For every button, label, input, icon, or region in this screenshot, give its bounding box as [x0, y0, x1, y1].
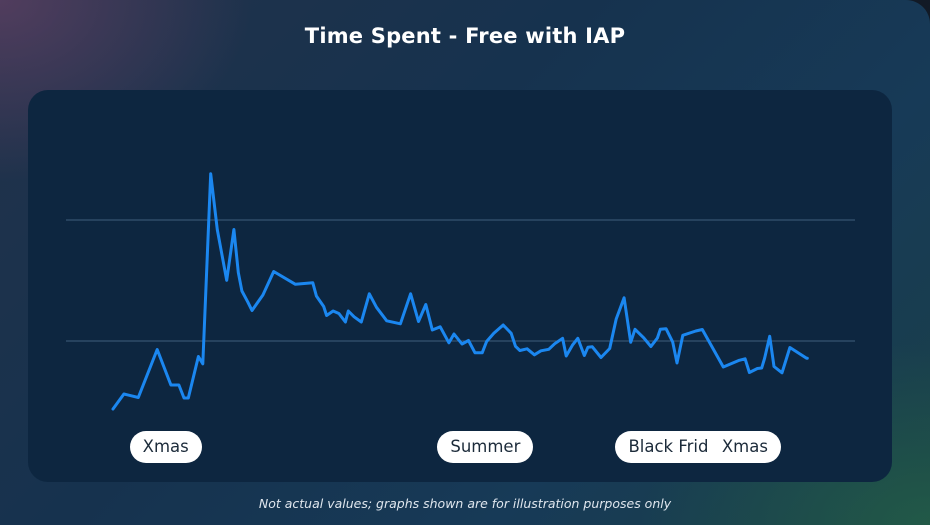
plot-panel — [28, 90, 892, 482]
time-spent-line — [111, 172, 809, 411]
event-label-summer-2: Summer — [437, 431, 534, 463]
event-label-xmas-4: Xmas — [708, 431, 781, 463]
disclaimer-footnote: Not actual values; graphs shown are for … — [258, 496, 672, 511]
chart-title: Time Spent - Free with IAP — [304, 24, 626, 48]
event-label-xmas-1: Xmas — [129, 431, 202, 463]
